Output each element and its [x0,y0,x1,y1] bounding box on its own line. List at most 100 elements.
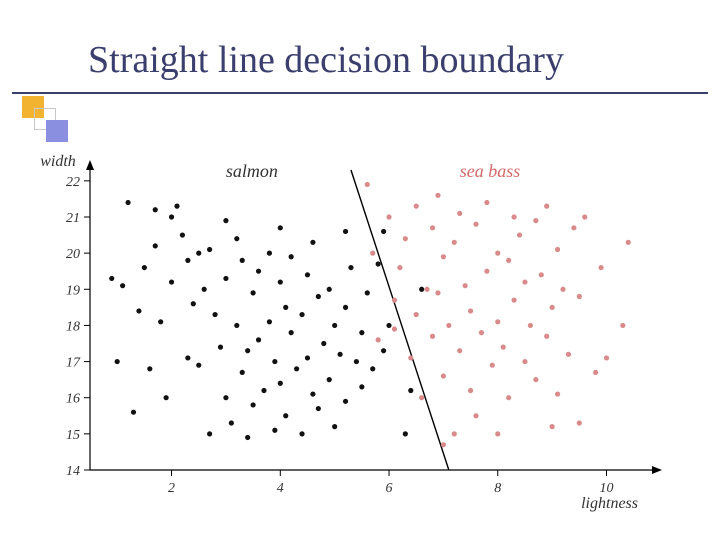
data-point-sea bass [511,298,516,303]
data-point-sea bass [414,204,419,209]
data-point-salmon [153,207,158,212]
data-point-sea bass [463,283,468,288]
data-point-sea bass [490,363,495,368]
data-point-salmon [125,200,130,205]
data-point-salmon [256,269,261,274]
title-bullet [46,120,68,142]
data-point-salmon [207,431,212,436]
data-point-sea bass [430,225,435,230]
data-point-sea bass [441,442,446,447]
x-axis-arrow [652,466,662,474]
data-point-salmon [299,431,304,436]
data-point-salmon [196,363,201,368]
title-underline [12,92,708,94]
data-point-salmon [218,345,223,350]
data-point-salmon [283,305,288,310]
data-point-salmon [256,337,261,342]
data-point-salmon [386,323,391,328]
data-point-salmon [359,384,364,389]
data-point-salmon [180,232,185,237]
data-point-salmon [381,229,386,234]
data-point-sea bass [598,265,603,270]
data-point-sea bass [441,373,446,378]
data-point-sea bass [430,334,435,339]
data-point-salmon [289,330,294,335]
data-point-sea bass [626,240,631,245]
slide-title: Straight line decision boundary [88,38,564,82]
title-block: Straight line decision boundary [0,38,720,110]
data-point-salmon [403,431,408,436]
data-point-salmon [359,330,364,335]
data-point-sea bass [376,337,381,342]
data-point-salmon [240,258,245,263]
data-point-sea bass [484,269,489,274]
y-tick-label: 15 [66,428,80,443]
data-point-salmon [169,279,174,284]
data-point-sea bass [495,251,500,256]
data-point-salmon [343,399,348,404]
data-point-salmon [251,290,256,295]
data-point-salmon [278,279,283,284]
x-tick-label: 8 [494,481,501,496]
data-point-sea bass [452,240,457,245]
data-point-sea bass [501,345,506,350]
data-point-sea bass [544,204,549,209]
data-point-sea bass [533,377,538,382]
data-point-salmon [305,355,310,360]
data-point-sea bass [386,214,391,219]
data-point-salmon [327,377,332,382]
y-tick-label: 22 [66,175,80,190]
data-point-salmon [310,391,315,396]
data-point-salmon [310,240,315,245]
data-point-sea bass [506,258,511,263]
x-axis-label: lightness [581,495,638,512]
data-point-salmon [278,225,283,230]
x-tick-label: 4 [277,481,284,496]
data-point-salmon [283,413,288,418]
data-point-salmon [419,287,424,292]
data-point-salmon [376,261,381,266]
data-point-salmon [354,359,359,364]
data-point-salmon [245,348,250,353]
data-point-salmon [109,276,114,281]
data-point-sea bass [544,334,549,339]
data-point-salmon [343,305,348,310]
data-point-salmon [174,204,179,209]
data-point-salmon [147,366,152,371]
data-point-sea bass [566,352,571,357]
data-point-sea bass [397,265,402,270]
data-point-salmon [164,395,169,400]
y-axis-label: width [40,153,76,170]
data-point-salmon [240,370,245,375]
data-point-sea bass [555,247,560,252]
data-point-sea bass [528,323,533,328]
data-point-salmon [370,366,375,371]
data-point-salmon [332,323,337,328]
y-tick-label: 19 [66,283,80,298]
data-point-salmon [305,272,310,277]
data-point-salmon [343,229,348,234]
data-point-sea bass [582,214,587,219]
data-point-salmon [142,265,147,270]
data-point-salmon [207,247,212,252]
data-point-sea bass [408,355,413,360]
data-point-sea bass [571,225,576,230]
y-axis-arrow [86,160,94,170]
data-point-sea bass [392,298,397,303]
data-point-sea bass [620,323,625,328]
data-point-sea bass [577,420,582,425]
data-point-salmon [267,319,272,324]
data-point-salmon [185,258,190,263]
data-point-salmon [223,276,228,281]
series-label-salmon: salmon [226,161,278,181]
data-point-sea bass [365,182,370,187]
data-point-sea bass [495,431,500,436]
data-point-sea bass [555,391,560,396]
data-point-salmon [229,420,234,425]
data-point-sea bass [457,348,462,353]
data-point-salmon [223,218,228,223]
data-point-salmon [196,251,201,256]
data-point-sea bass [550,424,555,429]
y-tick-label: 17 [66,356,81,371]
data-point-salmon [337,352,342,357]
